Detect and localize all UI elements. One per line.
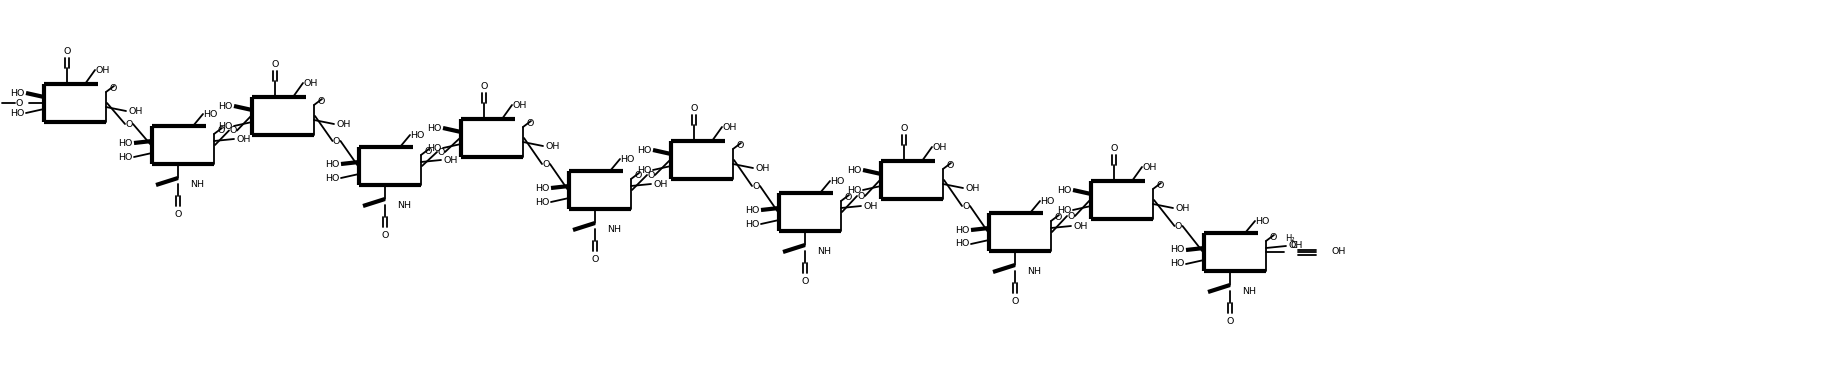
Text: O: O: [1068, 211, 1075, 220]
Text: O: O: [125, 119, 132, 128]
Text: O: O: [481, 82, 488, 91]
Text: HO: HO: [1255, 217, 1270, 226]
Text: OH: OH: [862, 201, 877, 210]
Text: OH: OH: [1330, 247, 1345, 256]
Text: HO: HO: [9, 89, 24, 98]
Text: O: O: [229, 126, 237, 135]
Text: HO: HO: [218, 102, 231, 111]
Text: HO: HO: [846, 165, 861, 174]
Text: HO: HO: [534, 184, 549, 193]
Text: OH: OH: [1141, 162, 1156, 171]
Text: OH: OH: [545, 141, 560, 151]
Text: C: C: [1290, 240, 1297, 250]
Text: O: O: [690, 104, 697, 112]
Text: O: O: [962, 201, 969, 210]
Text: NH: NH: [191, 180, 204, 188]
Text: O: O: [947, 161, 954, 170]
Text: HO: HO: [218, 121, 231, 131]
Text: NH: NH: [607, 224, 620, 233]
Text: O: O: [217, 125, 224, 135]
Text: O: O: [1156, 181, 1163, 190]
Text: NH: NH: [1028, 266, 1040, 276]
Text: HO: HO: [1169, 246, 1184, 255]
Text: O: O: [110, 83, 117, 92]
Text: HO: HO: [745, 206, 760, 214]
Text: HO: HO: [325, 160, 339, 168]
Text: O: O: [802, 276, 809, 286]
Text: O: O: [437, 148, 444, 157]
Text: OH: OH: [95, 66, 110, 75]
Text: O: O: [272, 59, 279, 69]
Text: OH: OH: [336, 119, 350, 128]
Text: HO: HO: [1057, 186, 1072, 194]
Text: OH: OH: [512, 101, 527, 109]
Text: O: O: [317, 96, 325, 105]
Text: HO: HO: [117, 138, 132, 148]
Text: HO: HO: [745, 220, 760, 229]
Text: O: O: [527, 118, 534, 128]
Text: HO: HO: [1169, 259, 1184, 269]
Text: HO: HO: [9, 108, 24, 118]
Text: OH: OH: [932, 142, 947, 151]
Text: HO: HO: [1057, 206, 1072, 214]
Text: O: O: [635, 171, 642, 180]
Text: O: O: [844, 193, 851, 201]
Text: OH: OH: [237, 135, 250, 144]
Text: O: O: [1226, 316, 1233, 325]
Text: O: O: [1174, 221, 1182, 230]
Text: NH: NH: [817, 246, 831, 256]
Text: HO: HO: [954, 226, 969, 234]
Text: HO: HO: [620, 154, 635, 164]
Text: HO: HO: [409, 131, 424, 139]
Text: OH: OH: [721, 122, 736, 131]
Text: OH: OH: [303, 79, 317, 88]
Text: HO: HO: [829, 177, 844, 186]
Text: O: O: [15, 98, 22, 108]
Text: OH: OH: [1174, 204, 1189, 213]
Text: H₂: H₂: [1284, 233, 1296, 243]
Text: HO: HO: [534, 197, 549, 207]
Text: O: O: [648, 171, 655, 180]
Text: O: O: [543, 160, 550, 168]
Text: OH: OH: [442, 155, 457, 164]
Text: O: O: [752, 181, 760, 190]
Text: HO: HO: [204, 109, 217, 118]
Text: OH: OH: [754, 164, 769, 173]
Text: O: O: [174, 210, 182, 219]
Text: HO: HO: [1040, 197, 1055, 206]
Text: OH: OH: [1288, 242, 1303, 250]
Text: HO: HO: [426, 124, 440, 132]
Text: NH: NH: [1242, 286, 1255, 295]
Text: OH: OH: [1073, 221, 1088, 230]
Text: HO: HO: [846, 186, 861, 194]
Text: HO: HO: [325, 174, 339, 183]
Text: HO: HO: [637, 145, 651, 154]
Text: HO: HO: [954, 240, 969, 249]
Text: O: O: [1270, 233, 1277, 242]
Text: OH: OH: [965, 184, 980, 193]
Text: O: O: [424, 147, 431, 155]
Text: O: O: [64, 46, 72, 56]
Text: O: O: [382, 230, 389, 240]
Text: O: O: [332, 137, 339, 145]
Text: HO: HO: [426, 144, 440, 152]
Text: O: O: [1110, 144, 1118, 152]
Text: O: O: [736, 141, 743, 150]
Text: O: O: [1011, 296, 1018, 305]
Text: NH: NH: [396, 200, 411, 210]
Text: O: O: [591, 255, 598, 263]
Text: HO: HO: [117, 152, 132, 161]
Text: O: O: [1055, 213, 1062, 221]
Text: O: O: [857, 191, 864, 200]
Text: OH: OH: [653, 180, 668, 188]
Text: HO: HO: [637, 165, 651, 174]
Text: O: O: [901, 124, 908, 132]
Text: OH: OH: [128, 106, 143, 115]
